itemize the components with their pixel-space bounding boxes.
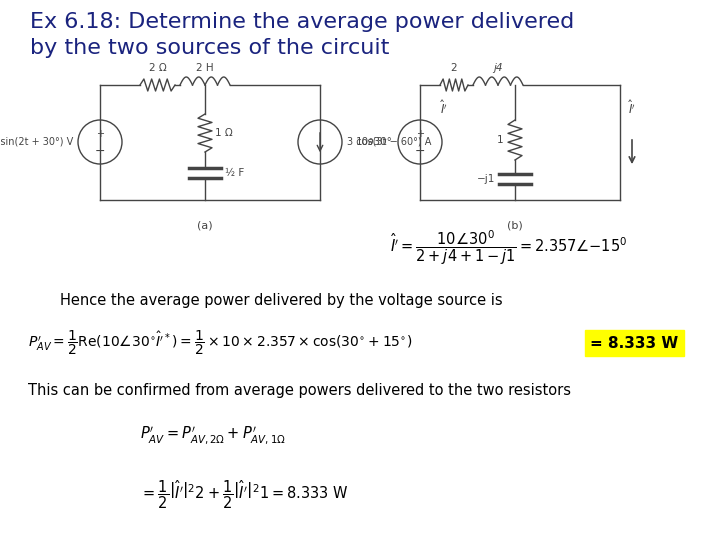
Text: −j1: −j1 (477, 174, 495, 184)
Text: 2 H: 2 H (196, 63, 214, 73)
Text: +: + (96, 129, 104, 139)
Text: 3 cos(3t − 60°) A: 3 cos(3t − 60°) A (347, 137, 431, 147)
Text: −: − (415, 145, 426, 158)
Text: 1 Ω: 1 Ω (215, 128, 233, 138)
Text: $\hat{I}^{\prime}$: $\hat{I}^{\prime}$ (440, 99, 448, 117)
Text: Ex 6.18: Determine the average power delivered: Ex 6.18: Determine the average power del… (30, 12, 575, 32)
Text: (b): (b) (507, 220, 523, 230)
Text: by the two sources of the circuit: by the two sources of the circuit (30, 38, 390, 58)
Text: +: + (416, 129, 424, 139)
Text: $\hat{I}^{\prime} = \dfrac{10\angle 30^{0}}{2+j4+1-j1} = 2.357\angle{-15^{0}}$: $\hat{I}^{\prime} = \dfrac{10\angle 30^{… (390, 229, 627, 267)
Text: ½ F: ½ F (225, 168, 244, 178)
Text: (a): (a) (197, 220, 213, 230)
Text: Hence the average power delivered by the voltage source is: Hence the average power delivered by the… (60, 293, 503, 307)
Text: This can be confirmed from average powers delivered to the two resistors: This can be confirmed from average power… (28, 382, 571, 397)
Text: 10 sin(2t + 30°) V: 10 sin(2t + 30°) V (0, 137, 73, 147)
Text: 2 Ω: 2 Ω (148, 63, 166, 73)
Text: −: − (95, 145, 105, 158)
Text: j4: j4 (493, 63, 503, 73)
Text: $P^{\prime}_{AV} = P^{\prime}_{AV,2\Omega} + P^{\prime}_{AV,1\Omega}$: $P^{\prime}_{AV} = P^{\prime}_{AV,2\Omeg… (140, 424, 286, 446)
Text: $P^{\prime}_{AV} = \dfrac{1}{2}\mathrm{Re}(10\angle 30^{\circ}\hat{I}^{\prime*}): $P^{\prime}_{AV} = \dfrac{1}{2}\mathrm{R… (28, 329, 413, 357)
Text: 10∂30°: 10∂30° (356, 137, 393, 147)
Text: 1: 1 (496, 135, 503, 145)
Text: $\hat{I}^{\prime}$: $\hat{I}^{\prime}$ (628, 99, 636, 117)
Text: $= \dfrac{1}{2}\left|\hat{I}^{\prime}\right|^{2}2 + \dfrac{1}{2}\left|\hat{I}^{\: $= \dfrac{1}{2}\left|\hat{I}^{\prime}\ri… (140, 479, 349, 511)
Text: 2: 2 (451, 63, 457, 73)
Text: = 8.333 W: = 8.333 W (590, 335, 678, 350)
